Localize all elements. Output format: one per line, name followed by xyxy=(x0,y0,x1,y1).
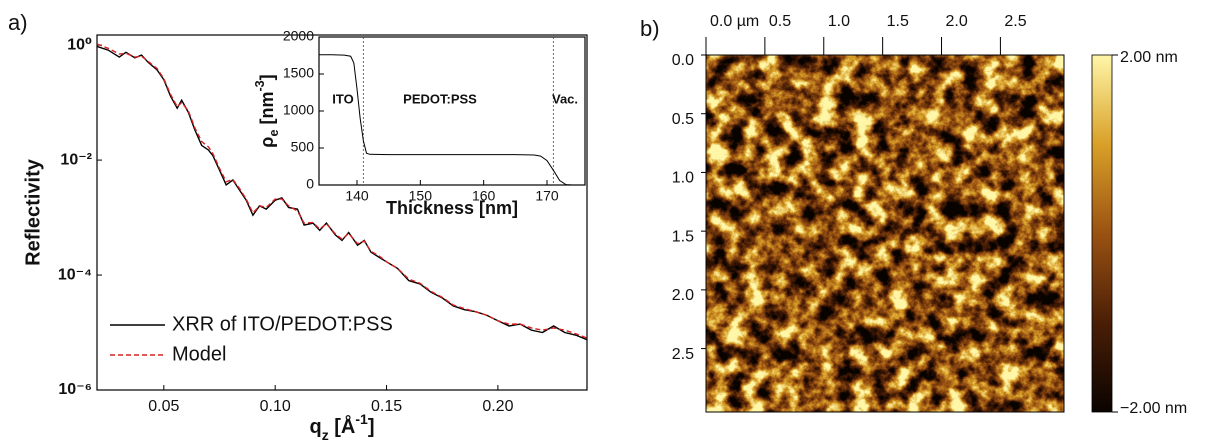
x-tick-label: 160 xyxy=(472,188,496,204)
inset-y-label-part: ρ xyxy=(257,137,277,148)
series-line xyxy=(96,43,588,339)
y-tick-label: 10⁻⁴ xyxy=(58,266,92,283)
inset-x-label: Thickness [nm] xyxy=(386,198,518,218)
x-tick-label: 2.5 xyxy=(1004,13,1026,30)
colorbar xyxy=(1091,54,1113,413)
y-tick-label: 1000 xyxy=(283,102,314,118)
x-tick-label: 0.0 µm xyxy=(710,13,759,30)
y-tick-label: 0 xyxy=(306,176,314,192)
x-tick-label: 140 xyxy=(345,188,369,204)
afm-image xyxy=(706,55,1064,412)
legend-label: XRR of ITO/PEDOT:PSS xyxy=(172,313,393,335)
y-axis-label: Reflectivity xyxy=(22,158,44,266)
x-axis-label-part: -1 xyxy=(355,411,368,427)
y-tick-label: 0.5 xyxy=(672,111,694,128)
inset-annotation: PEDOT:PSS xyxy=(403,91,477,106)
y-tick-label: 2.0 xyxy=(672,287,694,304)
y-tick-label: 0.0 xyxy=(672,52,694,69)
x-tick-label: 150 xyxy=(409,188,433,204)
y-tick-label: 1.0 xyxy=(672,170,694,187)
y-tick-label: 500 xyxy=(291,139,315,155)
x-axis-label-part: q xyxy=(309,416,321,438)
y-tick-label: 1500 xyxy=(283,65,314,81)
x-axis-label-part: [Å xyxy=(329,414,356,438)
x-tick-label: 0.15 xyxy=(371,398,402,415)
y-tick-label: 10⁰ xyxy=(67,36,92,53)
x-tick-label: 0.5 xyxy=(769,13,791,30)
inset-line xyxy=(319,54,585,186)
x-tick-label: 2.0 xyxy=(946,13,968,30)
x-tick-label: 1.5 xyxy=(887,13,909,30)
y-tick-label: 2.5 xyxy=(672,346,694,363)
colorbar-tick-label: −2.00 nm xyxy=(1120,400,1187,417)
inset-y-label-part: -3 xyxy=(253,80,267,91)
x-tick-label: 170 xyxy=(535,188,559,204)
y-tick-label: 10⁻² xyxy=(60,151,92,168)
x-tick-label: 0.20 xyxy=(482,398,513,415)
image-frame xyxy=(705,54,1065,413)
inset-y-label-part: [nm xyxy=(257,92,277,130)
x-axis-label-part: z xyxy=(322,427,329,443)
y-tick-label: 2000 xyxy=(283,28,314,44)
panel-label: b) xyxy=(640,16,660,41)
inset-annotation: ITO xyxy=(332,91,353,106)
y-tick-label: 10⁻⁶ xyxy=(58,381,92,398)
inset-annotation: Vac. xyxy=(552,91,578,106)
inset-y-label-part: e xyxy=(267,130,281,137)
x-axis-label: qz [Å-1] xyxy=(309,411,374,443)
x-tick-label: 1.0 xyxy=(828,13,850,30)
panel-label: a) xyxy=(8,10,28,35)
series-line xyxy=(96,45,588,341)
x-tick-label: 0.05 xyxy=(148,398,179,415)
inset-y-label: ρe [nm-3] xyxy=(253,74,281,147)
colorbar-tick-label: 2.00 nm xyxy=(1120,49,1178,66)
legend-label: Model xyxy=(172,343,226,365)
inset-y-label-part: ] xyxy=(257,74,277,80)
y-tick-label: 1.5 xyxy=(672,228,694,245)
x-axis-label-part: ] xyxy=(368,416,375,438)
x-tick-label: 0.10 xyxy=(260,398,291,415)
